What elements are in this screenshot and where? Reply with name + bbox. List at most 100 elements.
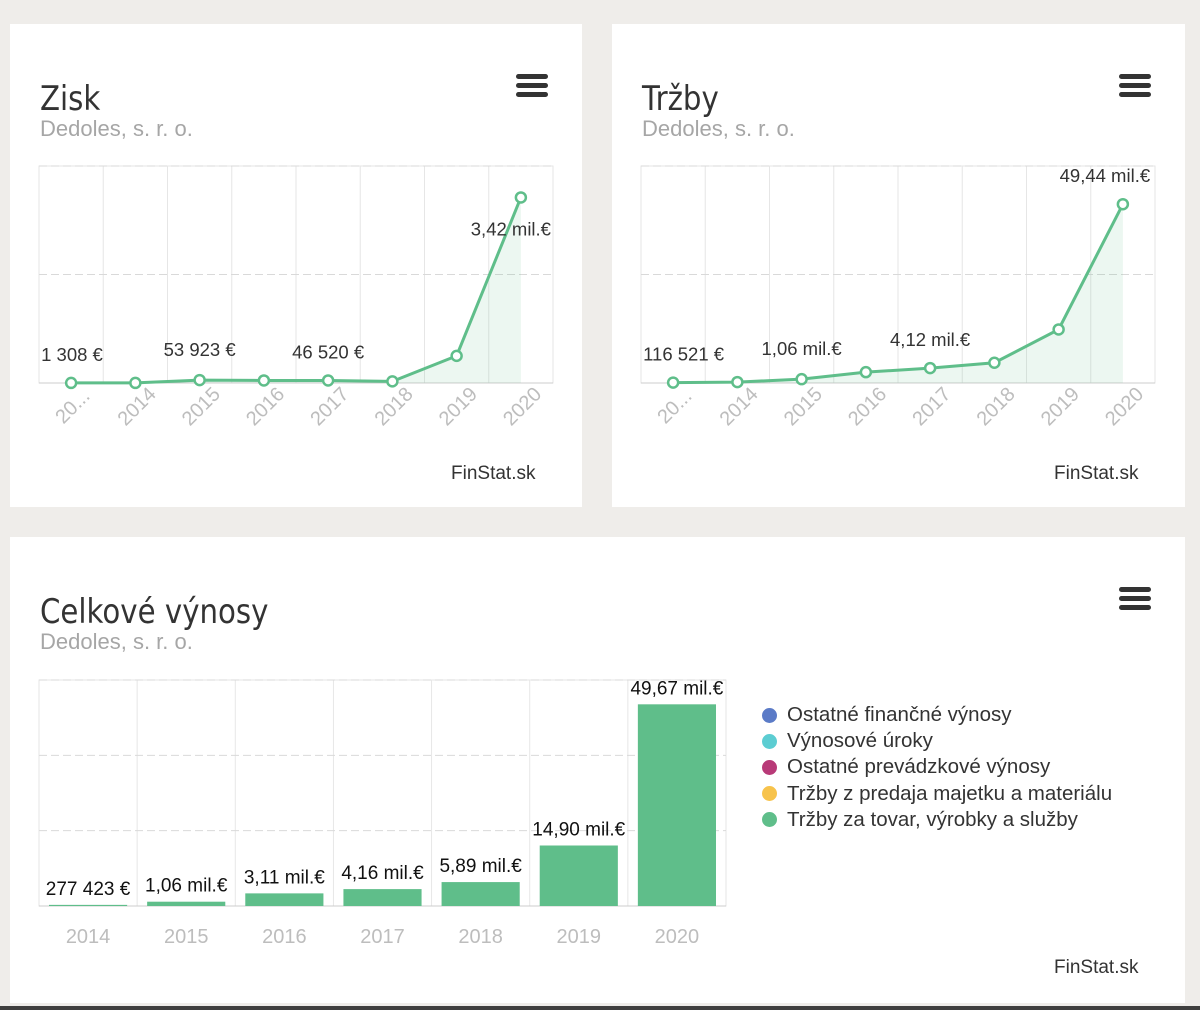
data-point[interactable] (923, 361, 937, 375)
data-label: 3,11 mil.€ (244, 867, 325, 888)
x-tick-label: 20... (653, 385, 696, 428)
x-tick-label: 20... (51, 385, 94, 428)
legend-color-icon (762, 759, 777, 775)
x-tick-label: 2015 (780, 383, 827, 430)
bar[interactable] (539, 845, 618, 906)
data-label: 46 520 € (292, 341, 365, 362)
finstat-credit-link[interactable]: FinStat.sk (1054, 463, 1139, 484)
data-label: 53 923 € (164, 339, 237, 360)
bar[interactable] (441, 882, 520, 906)
data-label: 49,67 mil.€ (630, 678, 723, 699)
data-point[interactable] (257, 374, 271, 387)
data-point[interactable] (1052, 323, 1065, 336)
x-tick-label: 2020 (655, 926, 700, 948)
x-tick-label: 2015 (164, 926, 209, 948)
series-area (71, 197, 521, 383)
legend-item[interactable]: Ostatné prevádzkové výnosy (762, 754, 1112, 780)
legend-color-icon (762, 812, 777, 828)
bar[interactable] (343, 889, 422, 906)
legend-item[interactable]: Výnosové úroky (762, 728, 1112, 754)
x-tick-label: 2018 (973, 383, 1020, 430)
finstat-credit-link[interactable]: FinStat.sk (1054, 957, 1139, 978)
x-tick-label: 2020 (499, 383, 546, 430)
chart-title: Celkové výnosy (40, 592, 269, 632)
data-point[interactable] (795, 372, 808, 386)
vynosy-bar-chart: 277 423 € 2014 1,06 mil.€ 2015 3,11 mil.€ 201… (38, 678, 727, 948)
bar[interactable] (245, 893, 324, 906)
series-area (673, 204, 1123, 383)
x-tick-label: 2018 (371, 383, 418, 430)
page-bottom-rule (0, 1006, 1200, 1010)
x-tick-label: 2017 (360, 926, 405, 948)
trzby-line-chart: 116 521 € 1,06 mil.€ 4,12 mil.€ 49,44 mil.€… (640, 165, 1156, 430)
x-tick-label: 2019 (1037, 383, 1084, 430)
legend-item[interactable]: Tržby z predaja majetku a materiálu (762, 781, 1112, 807)
legend-label: Ostatné prevádzkové výnosy (787, 755, 1051, 779)
data-point[interactable] (193, 373, 206, 387)
data-label: 4,16 mil.€ (341, 863, 424, 884)
chart-legend: Ostatné finančné výnosy Výnosové úroky Ost… (762, 702, 1112, 833)
data-point[interactable] (450, 349, 463, 363)
legend-label: Tržby za tovar, výrobky a služby (787, 807, 1078, 831)
data-label: 1,06 mil.€ (762, 338, 843, 359)
bar[interactable] (49, 904, 128, 906)
x-tick-label: 2017 (306, 383, 353, 430)
data-label: 1,06 mil.€ (145, 876, 228, 897)
chart-subtitle: Dedoles, s. r. o. (642, 116, 795, 141)
series-line (71, 196, 523, 385)
legend-color-icon (762, 786, 777, 802)
data-point[interactable] (988, 356, 1001, 369)
data-point[interactable] (731, 375, 744, 389)
data-point[interactable] (859, 365, 873, 379)
chart-menu-icon[interactable] (1119, 587, 1151, 611)
x-tick-label: 2016 (262, 926, 307, 948)
data-point[interactable] (666, 376, 680, 389)
data-label: 116 521 € (643, 344, 725, 365)
data-point[interactable] (1116, 197, 1130, 211)
chart-subtitle: Dedoles, s. r. o. (40, 629, 193, 654)
data-label: 4,12 mil.€ (890, 329, 971, 350)
data-point[interactable] (64, 376, 78, 390)
data-label: 14,90 mil.€ (532, 819, 625, 840)
chart-menu-icon[interactable] (1119, 74, 1151, 98)
data-label: 5,89 mil.€ (439, 856, 522, 877)
data-point[interactable] (514, 191, 528, 204)
zisk-card: Zisk Dedoles, s. r. o. 1 308 € 53 923 € 46… (10, 24, 582, 507)
x-tick-label: 2014 (114, 383, 161, 430)
legend-color-icon (762, 707, 777, 723)
legend-item[interactable]: Tržby za tovar, výrobky a služby (762, 807, 1112, 833)
legend-label: Ostatné finančné výnosy (787, 703, 1012, 727)
data-label: 3,42 mil.€ (471, 218, 552, 239)
chart-subtitle: Dedoles, s. r. o. (40, 116, 193, 141)
data-label: 49,44 mil.€ (1060, 165, 1151, 186)
x-tick-label: 2016 (844, 383, 891, 430)
finstat-credit-link[interactable]: FinStat.sk (451, 463, 536, 484)
chart-title: Tržby (642, 79, 719, 119)
bar[interactable] (147, 901, 226, 906)
legend-item[interactable]: Ostatné finančné výnosy (762, 702, 1112, 728)
legend-label: Tržby z predaja majetku a materiálu (787, 781, 1113, 805)
x-tick-label: 2014 (716, 383, 763, 430)
vynosy-card: Celkové výnosy Dedoles, s. r. o. 277 423… (10, 537, 1185, 1003)
series-line (673, 203, 1125, 385)
x-tick-label: 2014 (66, 926, 111, 948)
legend-label: Výnosové úroky (787, 729, 933, 753)
data-point[interactable] (321, 374, 335, 387)
chart-menu-icon[interactable] (516, 74, 548, 98)
data-label: 277 423 € (46, 879, 131, 900)
x-tick-label: 2020 (1101, 383, 1148, 430)
x-tick-label: 2018 (458, 926, 503, 948)
x-tick-label: 2019 (557, 926, 602, 948)
x-tick-label: 2015 (178, 383, 225, 430)
x-tick-label: 2019 (435, 383, 482, 430)
zisk-line-chart: 1 308 € 53 923 € 46 520 € 3,42 mil.€ 20... 20… (38, 165, 554, 430)
chart-title: Zisk (40, 79, 101, 119)
x-tick-label: 2017 (908, 383, 955, 430)
data-label: 1 308 € (41, 344, 103, 365)
trzby-card: Tržby Dedoles, s. r. o. 116 521 € 1,06 mi… (612, 24, 1185, 507)
x-tick-label: 2016 (242, 383, 289, 430)
bar[interactable] (637, 704, 716, 906)
legend-color-icon (762, 733, 777, 749)
data-point[interactable] (129, 376, 142, 390)
data-point[interactable] (386, 375, 399, 388)
